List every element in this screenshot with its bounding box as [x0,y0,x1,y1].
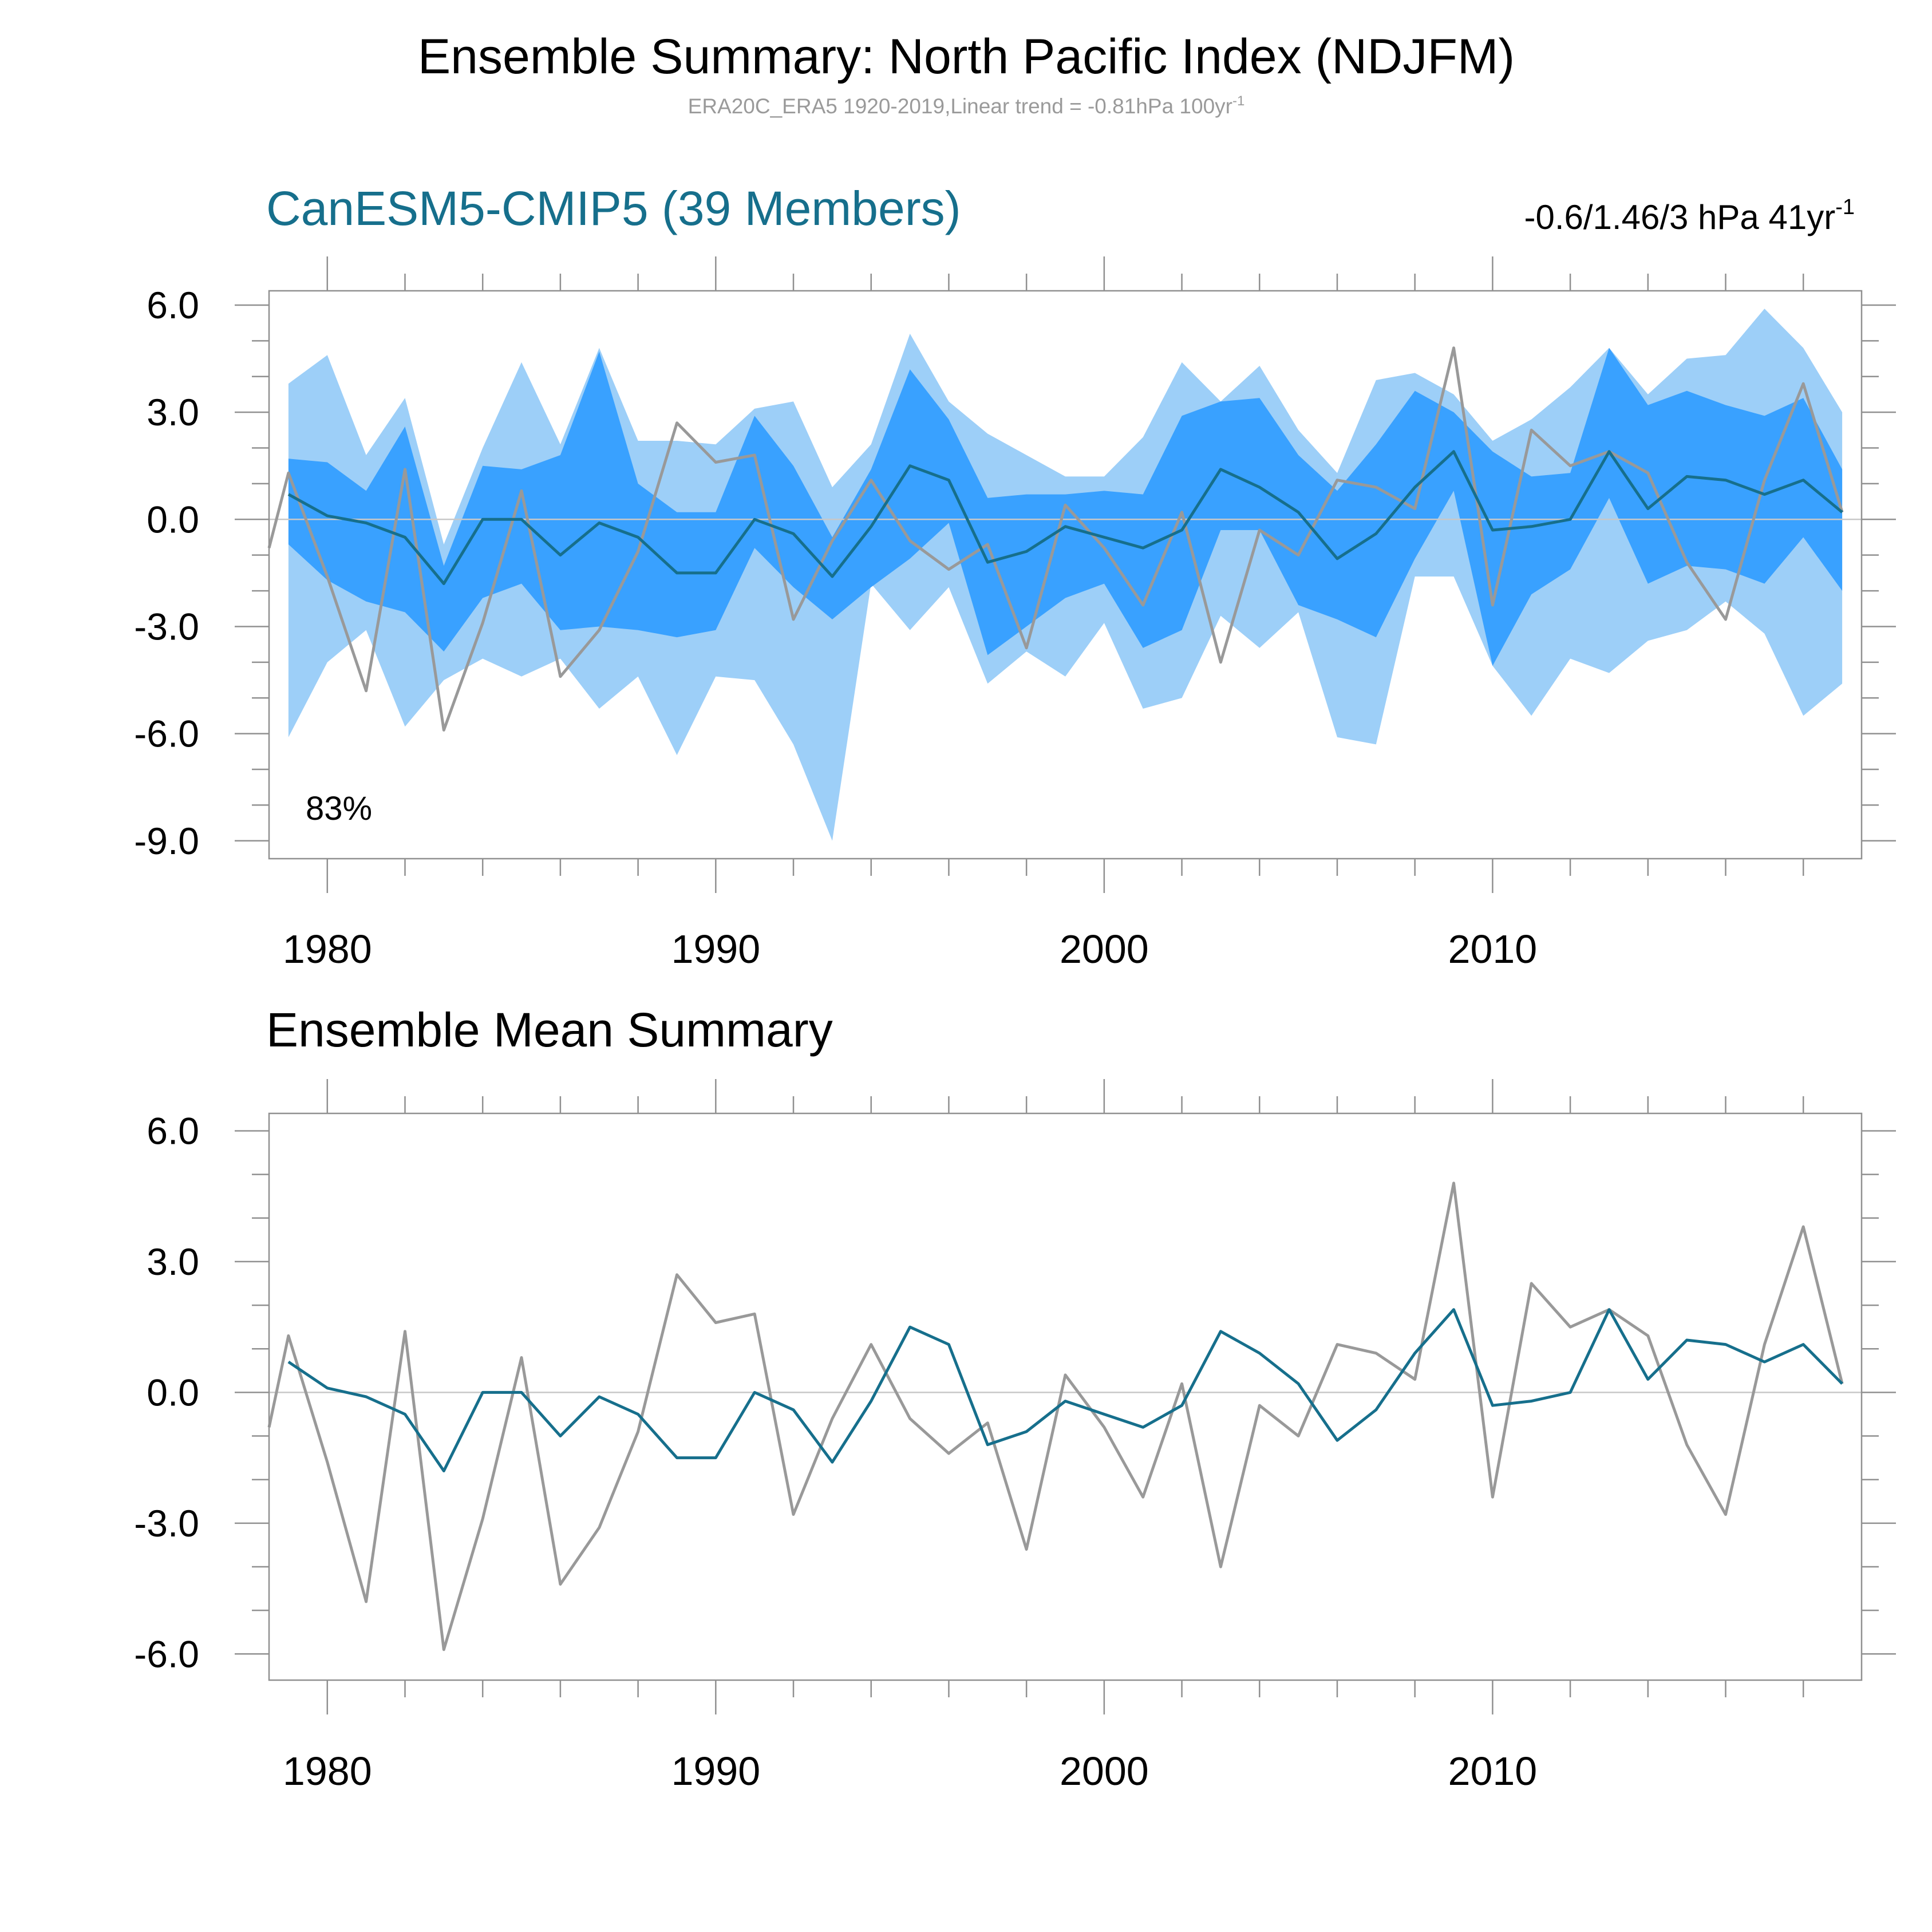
panel2-plot-frame [268,1112,1863,1681]
panel2-ytick-label: 6.0 [147,1109,199,1152]
panel2-xtick-label: 2000 [1060,1749,1149,1793]
panel1-trend-sup: -1 [1835,195,1855,219]
figure-title: Ensemble Summary: North Pacific Index (N… [418,29,1515,84]
panel1-observed-line [267,346,1844,732]
panel2-ytick-label: 3.0 [147,1240,199,1283]
panel1-trend-stats: -0.6/1.46/3 hPa 41yr-1 [1524,195,1855,236]
panel1-trend-main: -0.6/1.46/3 hPa 41yr [1524,198,1836,236]
panel2-title: Ensemble Mean Summary [266,1003,833,1057]
panel2-observed-line [267,1182,1844,1652]
panel1-plot-frame [268,290,1863,860]
panel-ensemble-mean: Ensemble Mean Summary 6.0 3.0 0.0 -3.0 -6.0 1… [134,1003,1896,1793]
panel1-axes: 6.0 3.0 0.0 -3.0 -6.0 -9.0 1980 1990 2000 2010 [134,256,1896,971]
figure-subtitle-main: ERA20C_ERA5 1920-2019,Linear trend = -0.… [688,94,1232,118]
panel1-xtick-label: 1980 [283,927,372,971]
figure-subtitle: ERA20C_ERA5 1920-2019,Linear trend = -0.… [688,93,1245,118]
panel1-ytick-label: -6.0 [134,713,199,755]
panel1-title: CanESM5-CMIP5 (39 Members) [266,181,961,235]
panel1-ytick-label: -3.0 [134,605,199,647]
panel2-xtick-label: 1990 [671,1749,760,1793]
panel2-ytick-label: -6.0 [134,1633,199,1675]
panel2-ensemble-mean-line [287,1308,1843,1472]
panel2-ytick-label: -3.0 [134,1502,199,1544]
panel1-xtick-label: 1990 [671,927,760,971]
spread-bands [288,309,1843,841]
panel2-xtick-label: 2010 [1448,1749,1538,1793]
panel2-ytick-label: 0.0 [147,1371,199,1413]
panel1-ensemble-mean-line [287,450,1843,586]
panel1-xtick-label: 2000 [1060,927,1149,971]
panel-ensemble-spread: CanESM5-CMIP5 (39 Members) -0.6/1.46/3 h… [134,181,1896,971]
panel1-ytick-label: 6.0 [147,284,199,326]
panel2-series [267,1182,1844,1652]
panel2-xtick-label: 1980 [283,1749,372,1793]
panel1-ytick-label: 0.0 [147,498,199,540]
figure-subtitle-sup: -1 [1232,93,1244,109]
panel1-series [267,346,1844,732]
member-percentage-annotation: 83% [306,790,372,827]
panel1-ytick-label: 3.0 [147,391,199,433]
panel1-xtick-label: 2010 [1448,927,1538,971]
panel2-axes: 6.0 3.0 0.0 -3.0 -6.0 1980 1990 2000 2010 [134,1079,1896,1793]
panel1-ytick-label: -9.0 [134,820,199,862]
